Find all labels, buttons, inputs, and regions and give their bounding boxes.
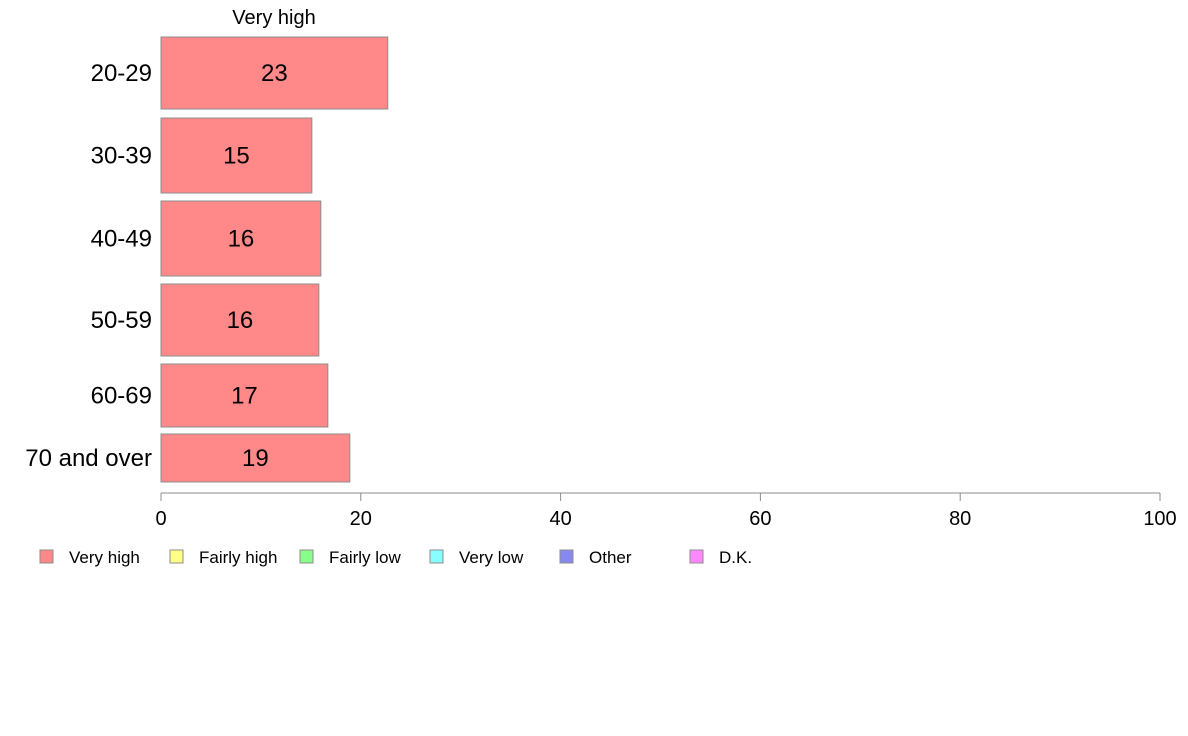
legend-swatch <box>559 549 574 564</box>
bar-30-39 <box>160 117 313 194</box>
legend-label: Fairly low <box>329 548 402 567</box>
data-label: 23 <box>261 60 288 87</box>
category-label: 50-59 <box>91 307 152 334</box>
legend-label: Other <box>589 548 632 567</box>
x-tick-label: 20 <box>350 508 372 530</box>
x-axis: 0 20 40 60 80 100 <box>155 492 1177 530</box>
legend-label: Very low <box>459 548 524 567</box>
x-tick-label: 80 <box>949 508 971 530</box>
x-tick-label: 0 <box>155 508 166 530</box>
legend-swatch <box>429 549 444 564</box>
bars-group: 20-29 23 30-39 15 40-49 16 50-59 16 60-69 17 70 an… <box>25 36 389 483</box>
legend-label: Fairly high <box>199 548 277 567</box>
legend-label: D.K. <box>719 548 752 567</box>
category-label: 30-39 <box>91 143 152 170</box>
bar-50-59 <box>160 283 320 357</box>
data-label: 16 <box>227 307 254 334</box>
data-label: 19 <box>242 445 269 472</box>
series-title: Very high <box>232 7 315 29</box>
legend-swatch <box>689 549 704 564</box>
legend-swatch <box>299 549 314 564</box>
bar-40-49 <box>160 200 322 277</box>
x-tick-label: 40 <box>549 508 571 530</box>
data-label: 17 <box>231 383 258 410</box>
data-label: 16 <box>228 226 255 253</box>
category-label: 40-49 <box>91 226 152 253</box>
category-label: 60-69 <box>91 383 152 410</box>
category-label: 20-29 <box>91 60 152 87</box>
legend-swatch <box>39 549 54 564</box>
bar-70-and-over <box>160 433 351 483</box>
category-label: 70 and over <box>25 445 152 472</box>
x-tick-label: 60 <box>749 508 771 530</box>
data-label: 15 <box>223 143 250 170</box>
legend: Very high Fairly high Fairly low Very low Ot… <box>39 548 752 567</box>
legend-label: Very high <box>69 548 140 567</box>
x-tick-label: 100 <box>1143 508 1176 530</box>
bar-60-69 <box>160 363 329 428</box>
bar-20-29 <box>160 36 389 110</box>
legend-swatch <box>169 549 184 564</box>
